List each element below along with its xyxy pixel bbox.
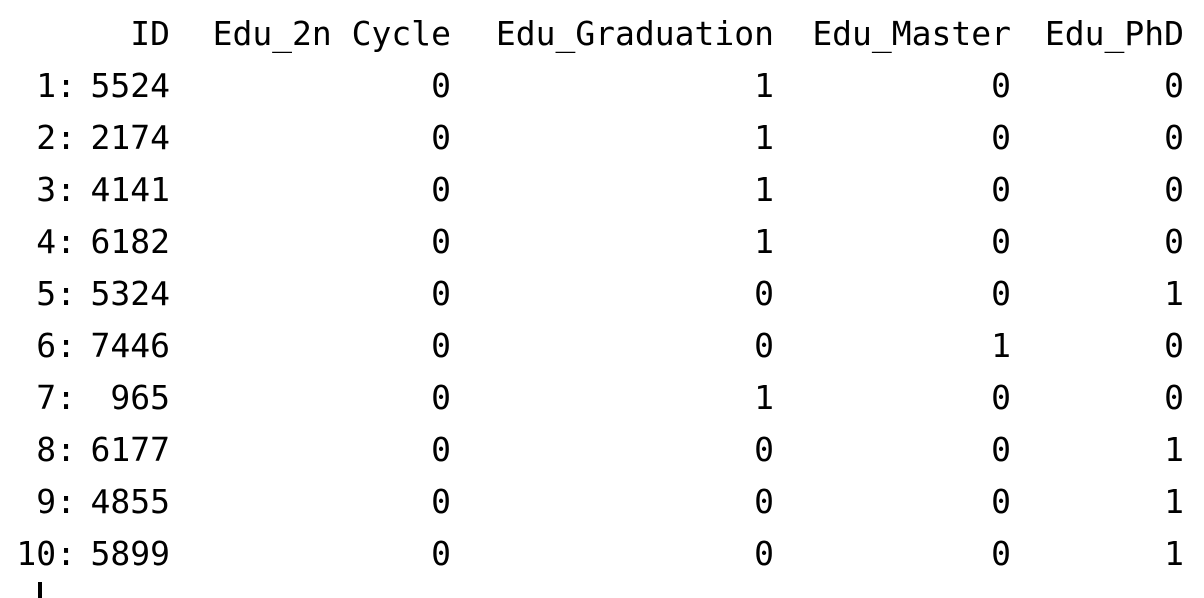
cell-edu-master: 0 (991, 66, 1011, 105)
cell-row-label: 4: (36, 222, 76, 261)
cell-id: 4141 (90, 170, 170, 209)
cell-edu-graduation: 1 (754, 170, 774, 209)
cell-edu-2n-cycle: 0 (431, 170, 451, 209)
header-edu-master: Edu_Master (812, 14, 1011, 53)
cell-id: 965 (110, 378, 170, 417)
table-row: 1: 5524 0 1 0 0 (0, 60, 1184, 112)
table-row: 8: 6177 0 0 0 1 (0, 424, 1184, 476)
cell-row-label: 8: (36, 430, 76, 469)
cell-row-label: 5: (36, 274, 76, 313)
cell-row-label: 1: (36, 66, 76, 105)
text-cursor (38, 582, 42, 598)
header-id: ID (130, 14, 170, 53)
cell-edu-phd: 0 (1164, 170, 1184, 209)
cell-edu-phd: 1 (1164, 274, 1184, 313)
cell-edu-master: 0 (991, 378, 1011, 417)
header-edu-phd: Edu_PhD (1044, 14, 1184, 53)
table-row: 2: 2174 0 1 0 0 (0, 112, 1184, 164)
cell-row-label: 2: (36, 118, 76, 157)
header-edu-2n-cycle: Edu_2n Cycle (212, 14, 451, 53)
cell-edu-graduation: 0 (754, 326, 774, 365)
cell-edu-2n-cycle: 0 (431, 326, 451, 365)
cell-edu-graduation: 1 (754, 66, 774, 105)
cell-edu-phd: 0 (1164, 222, 1184, 261)
cell-row-label: 6: (36, 326, 76, 365)
cell-edu-master: 0 (991, 274, 1011, 313)
cell-edu-master: 0 (991, 222, 1011, 261)
cell-edu-phd: 0 (1164, 378, 1184, 417)
cell-id: 2174 (90, 118, 170, 157)
cell-edu-2n-cycle: 0 (431, 222, 451, 261)
cell-row-label: 7: (36, 378, 76, 417)
cell-edu-phd: 0 (1164, 66, 1184, 105)
cell-edu-master: 1 (991, 326, 1011, 365)
table-body: 1: 5524 0 1 0 0 2: 2174 0 1 0 0 3: 4141 0 1 0 0 4: 6182 0 1 0 0… (0, 60, 1184, 580)
cell-edu-2n-cycle: 0 (431, 66, 451, 105)
cell-id: 5324 (90, 274, 170, 313)
cell-id: 4855 (90, 482, 170, 521)
cell-edu-2n-cycle: 0 (431, 534, 451, 573)
cell-edu-2n-cycle: 0 (431, 482, 451, 521)
table-row: 4: 6182 0 1 0 0 (0, 216, 1184, 268)
header-edu-graduation: Edu_Graduation (495, 14, 774, 53)
cell-edu-phd: 1 (1164, 430, 1184, 469)
cell-edu-2n-cycle: 0 (431, 274, 451, 313)
cell-edu-master: 0 (991, 534, 1011, 573)
data-table-output: ID Edu_2n Cycle Edu_Graduation Edu_Maste… (0, 8, 1184, 580)
table-row: 10: 5899 0 0 0 1 (0, 528, 1184, 580)
cell-edu-master: 0 (991, 482, 1011, 521)
cell-id: 7446 (90, 326, 170, 365)
table-row: 3: 4141 0 1 0 0 (0, 164, 1184, 216)
cell-row-label: 3: (36, 170, 76, 209)
cell-edu-2n-cycle: 0 (431, 378, 451, 417)
cell-edu-master: 0 (991, 118, 1011, 157)
cell-edu-graduation: 0 (754, 274, 774, 313)
cell-edu-graduation: 1 (754, 378, 774, 417)
cell-edu-graduation: 1 (754, 222, 774, 261)
table-row: 5: 5324 0 0 0 1 (0, 268, 1184, 320)
table-row: 7: 965 0 1 0 0 (0, 372, 1184, 424)
cell-id: 5899 (90, 534, 170, 573)
table-row: 6: 7446 0 0 1 0 (0, 320, 1184, 372)
cell-edu-master: 0 (991, 170, 1011, 209)
cell-edu-phd: 1 (1164, 534, 1184, 573)
cell-edu-phd: 1 (1164, 482, 1184, 521)
cell-edu-graduation: 0 (754, 430, 774, 469)
table-header-row: ID Edu_2n Cycle Edu_Graduation Edu_Maste… (0, 8, 1184, 60)
table-row: 9: 4855 0 0 0 1 (0, 476, 1184, 528)
cell-edu-2n-cycle: 0 (431, 118, 451, 157)
cell-edu-phd: 0 (1164, 118, 1184, 157)
cell-edu-graduation: 0 (754, 482, 774, 521)
cell-row-label: 9: (36, 482, 76, 521)
cell-edu-master: 0 (991, 430, 1011, 469)
cell-id: 5524 (90, 66, 170, 105)
cell-edu-graduation: 0 (754, 534, 774, 573)
header-rowname (0, 8, 76, 60)
cell-edu-2n-cycle: 0 (431, 430, 451, 469)
cell-id: 6177 (90, 430, 170, 469)
cell-edu-phd: 0 (1164, 326, 1184, 365)
cell-id: 6182 (90, 222, 170, 261)
cell-row-label: 10: (16, 534, 76, 573)
cell-edu-graduation: 1 (754, 118, 774, 157)
